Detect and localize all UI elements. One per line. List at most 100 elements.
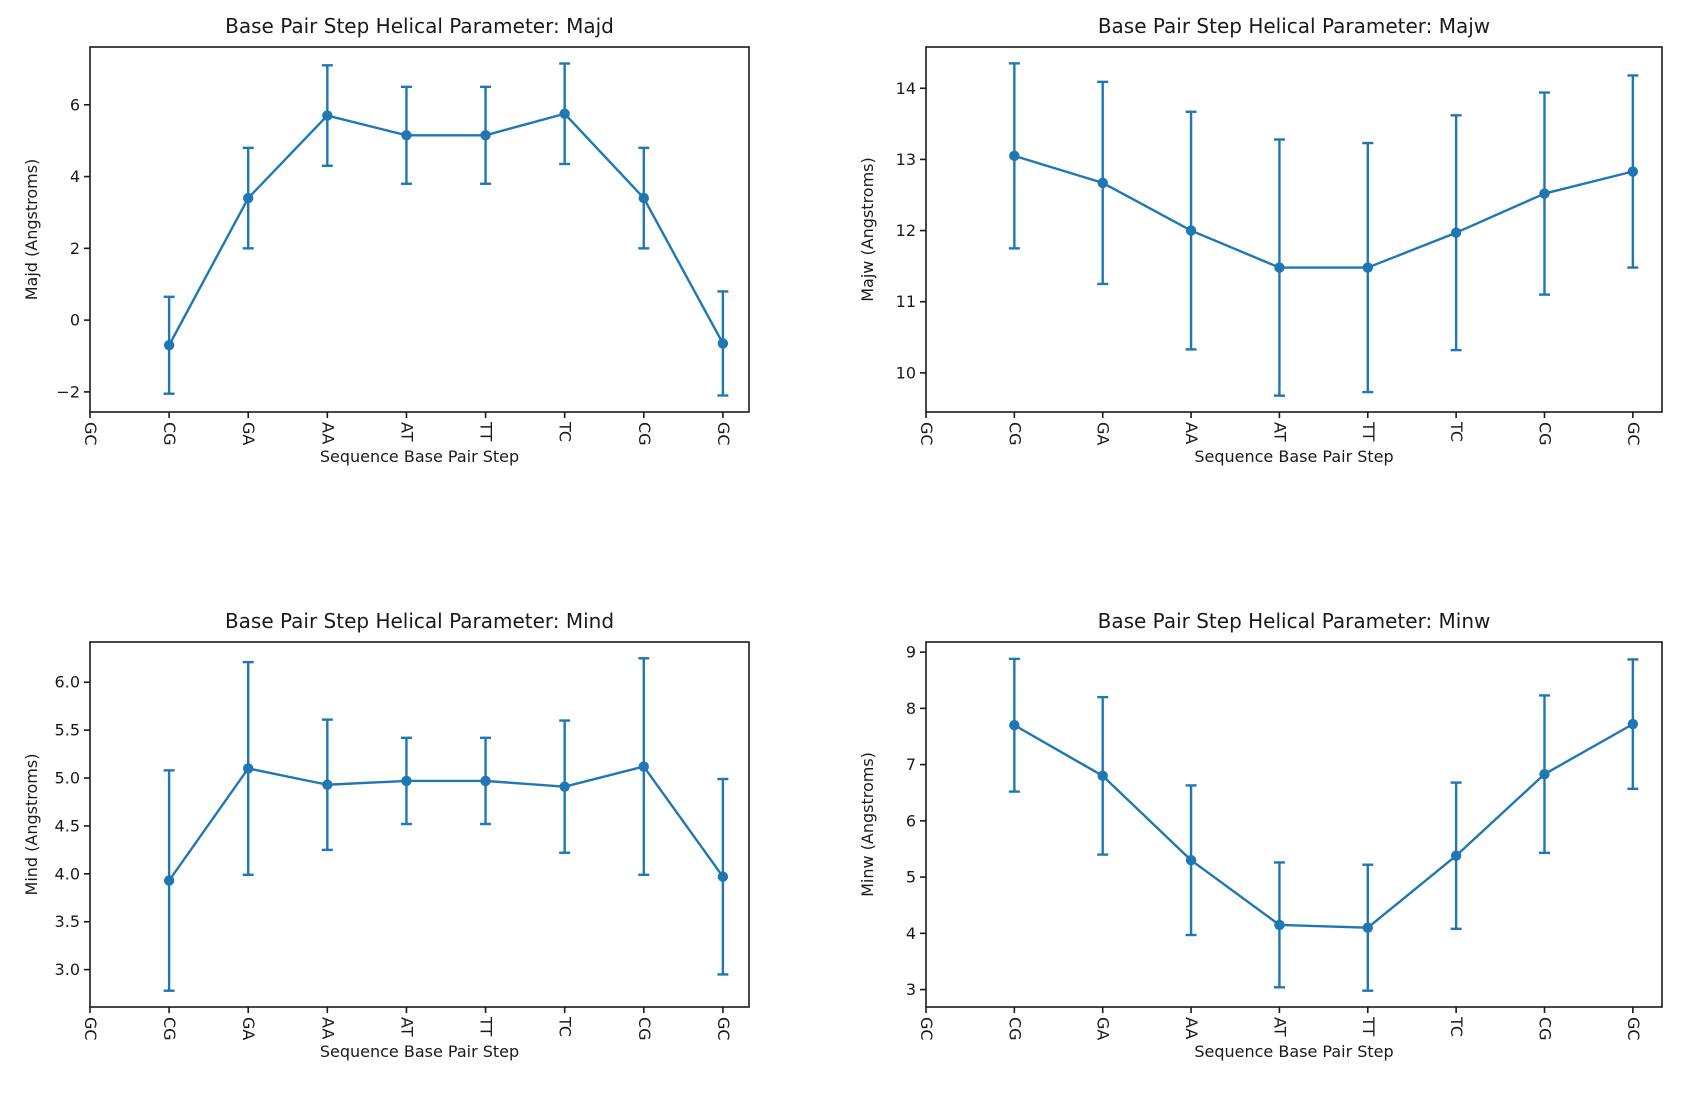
data-point: [638, 761, 649, 772]
x-tick-label: TC: [1447, 1016, 1466, 1037]
y-tick-label: 2: [70, 239, 80, 258]
plot-title: Base Pair Step Helical Parameter: Minw: [1098, 609, 1491, 633]
x-axis-label: Sequence Base Pair Step: [320, 447, 519, 466]
plot-frame: [89, 641, 750, 1008]
x-tick-label: AT: [1270, 1017, 1289, 1037]
x-tick-label: TT: [477, 421, 496, 441]
x-tick-label: GA: [1094, 1017, 1113, 1040]
y-tick-label: 14: [896, 79, 916, 98]
data-point: [1539, 188, 1550, 199]
y-tick-label: 12: [896, 221, 916, 240]
data-point: [1097, 770, 1108, 782]
x-tick-label: GA: [1094, 422, 1113, 445]
data-point: [322, 779, 333, 790]
data-point: [1185, 855, 1197, 866]
data-point: [717, 871, 729, 882]
y-tick-label: 3: [906, 980, 916, 999]
x-tick-label: GC: [714, 1017, 733, 1041]
x-tick-label: TT: [1359, 421, 1378, 441]
data-point: [480, 130, 491, 141]
x-tick-label: GC: [81, 1017, 100, 1041]
x-tick-label: CG: [1005, 422, 1024, 446]
data-point: [559, 108, 570, 119]
x-tick-label: TT: [1359, 1016, 1378, 1036]
x-tick-label: GC: [81, 422, 100, 446]
x-tick-label: CG: [160, 422, 179, 446]
y-tick-label: 9: [906, 643, 916, 662]
x-tick-label: GC: [917, 1017, 936, 1041]
subplot-majw: Base Pair Step Helical Parameter: Majw Ma…: [858, 14, 1663, 466]
y-tick-label: 4.0: [55, 864, 80, 883]
y-tick-label: 4: [906, 924, 916, 943]
data-point: [480, 775, 491, 787]
x-tick-label: CG: [1535, 1017, 1554, 1041]
y-tick-label: 5.5: [55, 721, 80, 740]
data-point: [1097, 177, 1108, 189]
x-tick-label: AA: [318, 1017, 337, 1039]
y-tick-label: 8: [906, 699, 916, 718]
x-tick-label: AA: [318, 422, 337, 444]
data-point: [638, 192, 649, 204]
x-tick-label: CG: [635, 422, 654, 446]
data-point: [1450, 850, 1462, 861]
x-axis-label: Sequence Base Pair Step: [320, 1042, 519, 1061]
x-tick-label: CG: [1005, 1017, 1024, 1041]
data-point: [163, 340, 175, 351]
y-tick-label: 6: [70, 95, 80, 114]
y-tick-label: 3.5: [55, 912, 80, 931]
subplot-minw: Base Pair Step Helical Parameter: Minw Mi…: [858, 609, 1663, 1061]
x-tick-label: TC: [1447, 421, 1466, 442]
x-tick-label: GC: [714, 422, 733, 446]
x-tick-label: AT: [1270, 422, 1289, 442]
y-tick-label: 5: [906, 868, 916, 887]
y-tick-label: −2: [56, 382, 80, 401]
data-point: [243, 192, 254, 204]
data-point: [1627, 166, 1639, 177]
data-point: [1362, 262, 1373, 273]
series-line: [168, 112, 724, 346]
x-tick-label: TC: [556, 1016, 575, 1037]
subplot-mind: Base Pair Step Helical Parameter: Mind Mi…: [22, 609, 750, 1061]
data-point: [322, 110, 333, 121]
data-point: [1185, 225, 1197, 236]
data-point: [1539, 768, 1550, 780]
plot-frame: [89, 46, 750, 413]
x-tick-label: AA: [1182, 1017, 1201, 1039]
series-line: [1013, 723, 1634, 929]
data-point: [1274, 919, 1285, 931]
y-axis-label: Majd (Angstroms): [22, 159, 41, 301]
x-tick-label: CG: [160, 1017, 179, 1041]
data-point: [717, 338, 729, 349]
x-axis-label: Sequence Base Pair Step: [1194, 447, 1393, 466]
subplot-majd: Base Pair Step Helical Parameter: Majd Ma…: [22, 14, 750, 466]
data-point: [401, 775, 412, 787]
data-point: [163, 875, 175, 886]
data-point: [1362, 922, 1373, 933]
series-line: [1014, 154, 1634, 269]
y-tick-label: 7: [906, 755, 916, 774]
x-tick-label: TC: [556, 421, 575, 442]
x-tick-label: AT: [397, 422, 416, 442]
x-axis-label: Sequence Base Pair Step: [1194, 1042, 1393, 1061]
y-tick-label: 13: [896, 150, 916, 169]
plot-frame: [925, 46, 1663, 413]
x-tick-label: CG: [635, 1017, 654, 1041]
data-point: [1450, 227, 1462, 238]
y-tick-label: 4.5: [55, 816, 80, 835]
data-point: [1627, 718, 1639, 730]
y-tick-label: 0: [70, 311, 80, 330]
y-tick-label: 6: [906, 811, 916, 830]
data-point: [1009, 150, 1020, 162]
y-tick-label: 11: [896, 292, 916, 311]
data-point: [243, 763, 254, 774]
x-tick-label: GA: [239, 422, 258, 445]
y-axis-label: Minw (Angstroms): [858, 752, 877, 897]
plot-title: Base Pair Step Helical Parameter: Majd: [225, 14, 614, 38]
x-tick-label: GC: [1624, 422, 1643, 446]
x-tick-label: CG: [1535, 422, 1554, 446]
series-line: [168, 765, 724, 882]
x-tick-label: AA: [1182, 422, 1201, 444]
y-axis-label: Mind (Angstroms): [22, 754, 41, 896]
